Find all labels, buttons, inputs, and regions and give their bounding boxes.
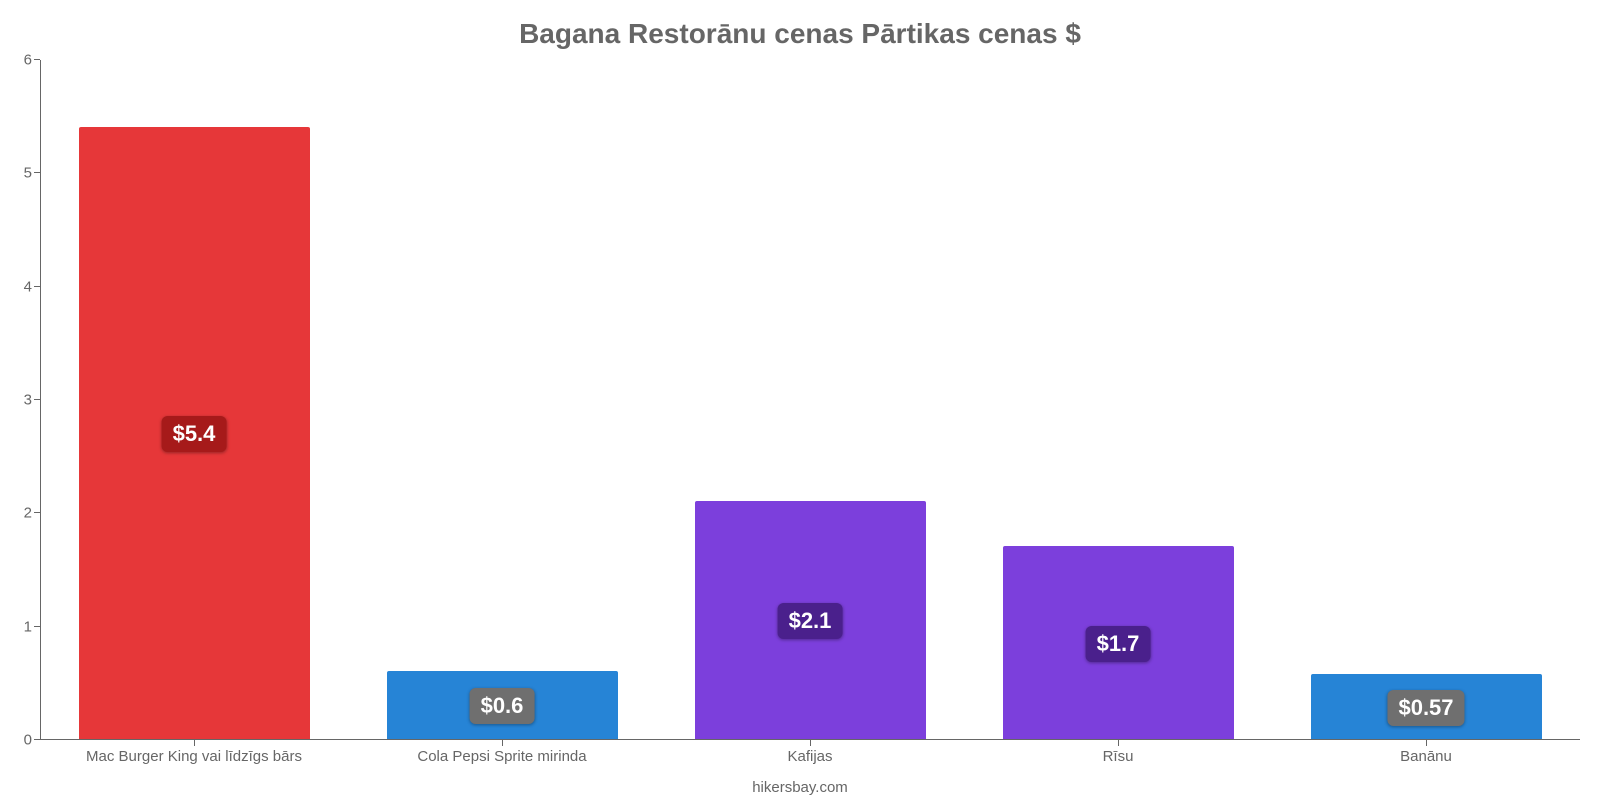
bar-value-label: $0.57	[1387, 690, 1464, 726]
y-tick-label: 3	[24, 392, 40, 409]
chart-credit: hikersbay.com	[0, 779, 1600, 796]
y-tick-mark	[34, 172, 40, 173]
chart-title: Bagana Restorānu cenas Pārtikas cenas $	[0, 18, 1600, 50]
price-chart: Bagana Restorānu cenas Pārtikas cenas $ …	[0, 0, 1600, 800]
y-tick-label: 2	[24, 505, 40, 522]
x-category-label: Cola Pepsi Sprite mirinda	[417, 740, 586, 765]
bars-container: $5.4 $0.6 $2.1 $1.7 $0.57	[40, 60, 1580, 740]
y-tick-label: 4	[24, 278, 40, 295]
x-category-label: Mac Burger King vai līdzīgs bārs	[86, 740, 302, 765]
y-tick-mark	[34, 286, 40, 287]
y-tick-label: 6	[24, 52, 40, 69]
y-tick-mark	[34, 626, 40, 627]
y-tick-mark	[34, 59, 40, 60]
bar-value-label: $0.6	[470, 688, 535, 724]
y-tick-mark	[34, 512, 40, 513]
bar-value-label: $2.1	[778, 603, 843, 639]
y-tick-label: 1	[24, 618, 40, 635]
y-tick-mark	[34, 739, 40, 740]
x-category-label: Banānu	[1400, 740, 1452, 765]
bar-value-label: $1.7	[1086, 626, 1151, 662]
x-category-label: Rīsu	[1103, 740, 1134, 765]
y-tick-label: 5	[24, 165, 40, 182]
plot-area: $5.4$0.6$2.1$1.7$0.57 0123456Mac Burger …	[40, 60, 1580, 740]
bar-value-label: $5.4	[162, 416, 227, 452]
x-category-label: Kafijas	[787, 740, 832, 765]
y-tick-label: 0	[24, 732, 40, 749]
y-tick-mark	[34, 399, 40, 400]
